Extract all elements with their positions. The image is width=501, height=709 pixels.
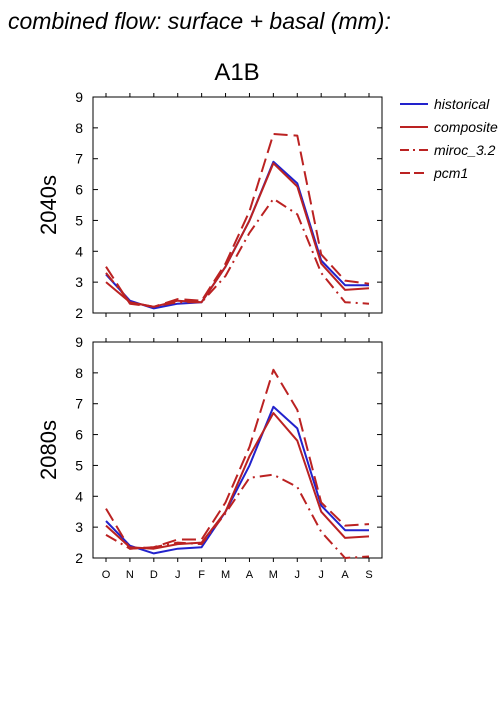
legend: historical composite miroc_3.2 pcm1	[400, 96, 498, 181]
y-tick-label: 3	[75, 519, 83, 535]
y-tick-label: 9	[75, 89, 83, 105]
plot-frame	[92, 96, 383, 314]
y-axis-label: 2040s	[36, 175, 61, 235]
x-tick-label: N	[126, 569, 134, 581]
x-tick-label: M	[221, 569, 230, 581]
y-tick-label: 7	[75, 151, 83, 167]
x-tick-label: J	[175, 569, 181, 581]
y-tick-label: 7	[75, 396, 83, 412]
panel-2040s: 2 3 4 5 6 7 8 9 2040s	[36, 89, 383, 321]
y-tick-label: 3	[75, 274, 83, 290]
y-tick-label: 8	[75, 365, 83, 381]
y-tick-label: 8	[75, 120, 83, 136]
series-line-miroc_3.2	[105, 197, 370, 308]
x-tick-label: S	[365, 569, 372, 581]
series-line-historical	[105, 405, 369, 555]
legend-label-historical: historical	[434, 96, 490, 112]
x-tick-label: D	[150, 569, 158, 581]
panel-2080s: 2 3 4 5 6 7 8 9 O N D J F M A M J J A S 2080s	[36, 334, 383, 581]
legend-label-pcm1: pcm1	[433, 165, 468, 181]
legend-label-composite: composite	[434, 119, 498, 135]
figure-title: combined flow: surface + basal (mm):	[8, 8, 391, 34]
y-tick-label: 6	[75, 427, 83, 443]
x-tick-label: A	[341, 569, 349, 581]
y-tick-label: 2	[75, 305, 83, 321]
y-tick-label: 2	[75, 550, 83, 566]
y-tick-label: 4	[75, 488, 83, 504]
x-tick-label: J	[295, 569, 301, 581]
y-tick-label: 6	[75, 182, 83, 198]
y-axis-label: 2080s	[36, 420, 61, 480]
x-tick-label: M	[269, 569, 278, 581]
series-line-pcm1	[105, 133, 370, 308]
y-tick-label: 9	[75, 334, 83, 350]
y-tick-label: 4	[75, 243, 83, 259]
scenario-label: A1B	[214, 59, 259, 86]
x-tick-label: A	[246, 569, 254, 581]
x-tick-label: J	[318, 569, 324, 581]
series-line-composite	[105, 412, 370, 550]
x-tick-label: F	[198, 569, 205, 581]
panels: 2 3 4 5 6 7 8 9 2040s 2 3 4 5 6 7 8 9 O N D J F M A M J J A S 2080s	[36, 89, 383, 581]
y-tick-label: 5	[75, 457, 83, 473]
legend-label-miroc_3.2: miroc_3.2	[434, 142, 496, 158]
series-line-pcm1	[105, 368, 370, 550]
series-line-miroc_3.2	[105, 473, 370, 559]
x-tick-label: O	[102, 569, 111, 581]
y-tick-label: 5	[75, 212, 83, 228]
plot-frame	[92, 341, 383, 559]
